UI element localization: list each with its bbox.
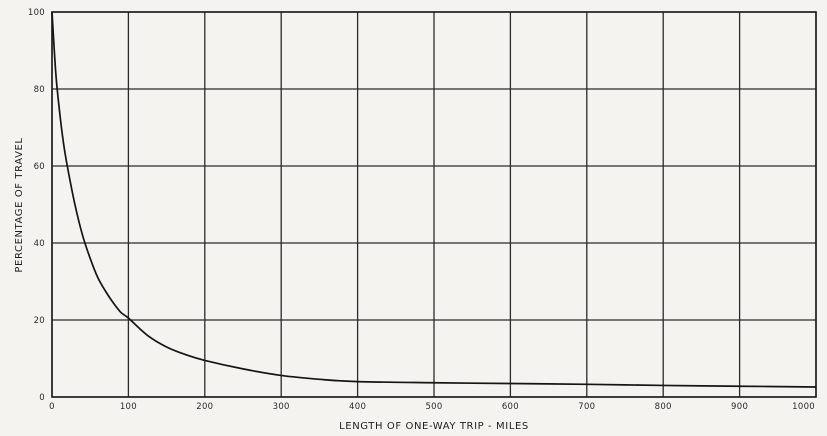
y-tick-label: 40 xyxy=(34,239,45,249)
series-line-percentage-of-travel xyxy=(51,11,817,388)
x-tick-label: 600 xyxy=(502,402,519,412)
x-tick-label: 400 xyxy=(349,402,366,412)
y-tick-labels: 0 20 40 60 80 100 xyxy=(28,8,45,403)
x-tick-label: 0 xyxy=(49,402,55,412)
y-tick-label: 80 xyxy=(34,85,45,95)
x-tick-label: 700 xyxy=(578,402,595,412)
x-tick-labels: 0 100 200 300 400 500 600 700 800 900 1000 xyxy=(49,402,815,412)
vertical-grid-lines xyxy=(51,12,817,397)
x-axis-label: LENGTH OF ONE-WAY TRIP - MILES xyxy=(339,421,529,432)
y-tick-label: 100 xyxy=(28,8,45,18)
x-tick-label: 900 xyxy=(731,402,748,412)
y-tick-label: 20 xyxy=(34,316,45,326)
x-tick-label: 1000 xyxy=(792,402,815,412)
x-tick-label: 500 xyxy=(425,402,442,412)
y-axis-label: PERCENTAGE OF TRAVEL xyxy=(14,137,25,272)
x-tick-label: 300 xyxy=(273,402,290,412)
x-tick-label: 200 xyxy=(196,402,213,412)
plot-frame xyxy=(51,11,817,398)
x-tick-label: 100 xyxy=(120,402,137,412)
y-tick-label: 60 xyxy=(34,162,45,172)
x-tick-label: 800 xyxy=(655,402,672,412)
y-tick-label: 0 xyxy=(39,393,45,403)
